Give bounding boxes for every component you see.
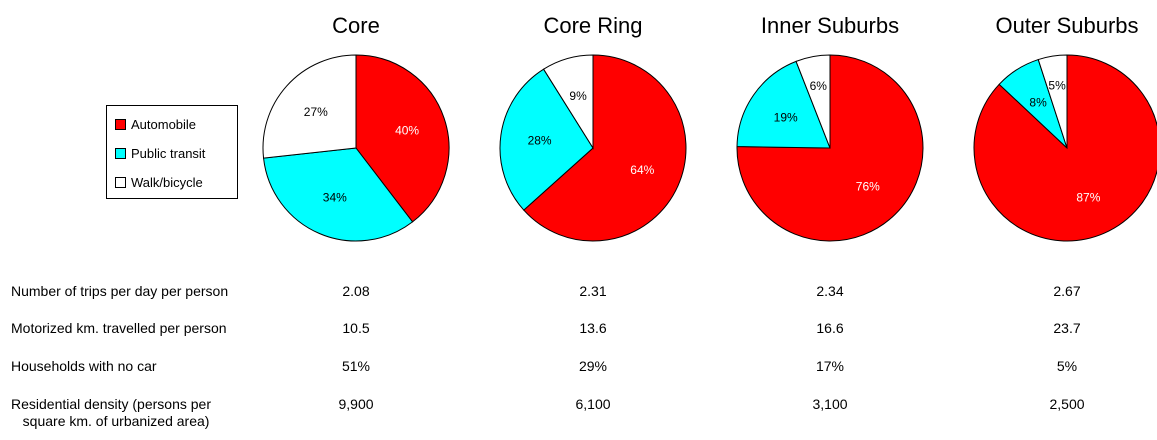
legend-label-automobile: Automobile bbox=[131, 116, 197, 132]
row-label-density: Residential density (persons per square … bbox=[11, 396, 211, 429]
cell-nocar-inner-suburbs: 17% bbox=[815, 358, 845, 374]
cell-trips-outer-suburbs: 2.67 bbox=[1053, 283, 1081, 299]
cell-km-core-ring: 13.6 bbox=[579, 320, 607, 336]
slice-label-core-ring-public-transit: 28% bbox=[528, 134, 552, 148]
legend-item-walk-bicycle: Walk/bicycle bbox=[115, 173, 203, 191]
row-label-trips: Number of trips per day per person bbox=[11, 283, 229, 299]
cell-km-outer-suburbs: 23.7 bbox=[1053, 320, 1081, 336]
pie-slice-core-ring-walk-bicycle bbox=[542, 54, 594, 150]
legend-label-public-transit: Public transit bbox=[131, 145, 206, 161]
legend-item-public-transit: Public transit bbox=[115, 144, 205, 162]
cell-density-core-ring: 6,100 bbox=[575, 396, 611, 412]
cell-nocar-core: 51% bbox=[341, 358, 371, 374]
pie-outer-suburbs: Outer Suburbs 87% 8%5% bbox=[973, 13, 1157, 242]
pie-title-core-ring: Core Ring bbox=[543, 13, 642, 38]
pie-slice-core-automobile bbox=[355, 54, 450, 223]
cell-density-inner-suburbs: 3,100 bbox=[812, 396, 848, 412]
slice-label-inner-suburbs-automobile: 76% bbox=[856, 179, 880, 193]
slice-label-core-public-transit: 34% bbox=[323, 191, 347, 205]
pie-slice-inner-suburbs-public-transit bbox=[736, 60, 831, 149]
slice-label-core-walk-bicycle: 27% bbox=[304, 105, 328, 119]
pie-slice-core-walk-bicycle bbox=[262, 54, 357, 159]
cell-trips-core-ring: 2.31 bbox=[579, 283, 607, 299]
legend-swatch-automobile bbox=[115, 118, 126, 130]
cell-trips-inner-suburbs: 2.34 bbox=[816, 283, 844, 299]
slice-label-core-ring-automobile: 64% bbox=[630, 163, 654, 177]
pie-slice-outer-suburbs-walk-bicycle bbox=[1037, 54, 1068, 149]
pie-title-core: Core bbox=[332, 13, 380, 38]
pie-slice-core-ring-public-transit bbox=[499, 68, 594, 211]
pie-core: Core 40% 34% 27% bbox=[262, 13, 450, 242]
pie-slice-inner-suburbs-automobile bbox=[736, 54, 924, 242]
pie-slice-outer-suburbs-automobile bbox=[973, 54, 1157, 242]
slice-label-inner-suburbs-walk-bicycle: 6% bbox=[810, 79, 828, 93]
slice-label-outer-suburbs-walk-bicycle: 5% bbox=[1048, 79, 1066, 93]
slice-label-outer-suburbs-automobile: 87% bbox=[1076, 191, 1100, 205]
slice-label-core-automobile: 40% bbox=[395, 124, 419, 138]
row-label-no-car: Households with no car bbox=[11, 358, 157, 374]
slice-label-core-ring-walk-bicycle: 9% bbox=[569, 89, 587, 103]
legend-swatch-public-transit bbox=[115, 147, 126, 159]
cell-density-core: 9,900 bbox=[338, 396, 374, 412]
cell-density-outer-suburbs: 2,500 bbox=[1049, 396, 1085, 412]
pie-slice-core-ring-automobile bbox=[523, 54, 687, 242]
legend-item-automobile: Automobile bbox=[115, 115, 196, 133]
pie-core-ring: Core Ring 64% 28% 9% bbox=[499, 13, 687, 242]
row-label-motorized-km: Motorized km. travelled per person bbox=[11, 320, 227, 336]
legend-swatch-walk-bicycle bbox=[115, 176, 126, 188]
legend: Automobile Public transit Walk/bicycle bbox=[106, 105, 238, 199]
legend-label-walk-bicycle: Walk/bicycle bbox=[131, 174, 203, 190]
slice-label-inner-suburbs-public-transit: 19% bbox=[774, 110, 798, 124]
pie-slice-inner-suburbs-walk-bicycle bbox=[795, 54, 831, 149]
slice-label-outer-suburbs-public-transit: 8% bbox=[1029, 96, 1047, 110]
pie-inner-suburbs: Inner Suburbs 76% 19% 6% bbox=[736, 13, 924, 242]
pie-title-outer-suburbs: Outer Suburbs bbox=[995, 13, 1138, 38]
pie-slice-core-public-transit bbox=[262, 147, 414, 242]
cell-trips-core: 2.08 bbox=[342, 283, 370, 299]
cell-nocar-outer-suburbs: 5% bbox=[1056, 358, 1078, 374]
pie-title-inner-suburbs: Inner Suburbs bbox=[761, 13, 899, 38]
cell-km-inner-suburbs: 16.6 bbox=[816, 320, 844, 336]
cell-nocar-core-ring: 29% bbox=[578, 358, 608, 374]
cell-km-core: 10.5 bbox=[342, 320, 370, 336]
